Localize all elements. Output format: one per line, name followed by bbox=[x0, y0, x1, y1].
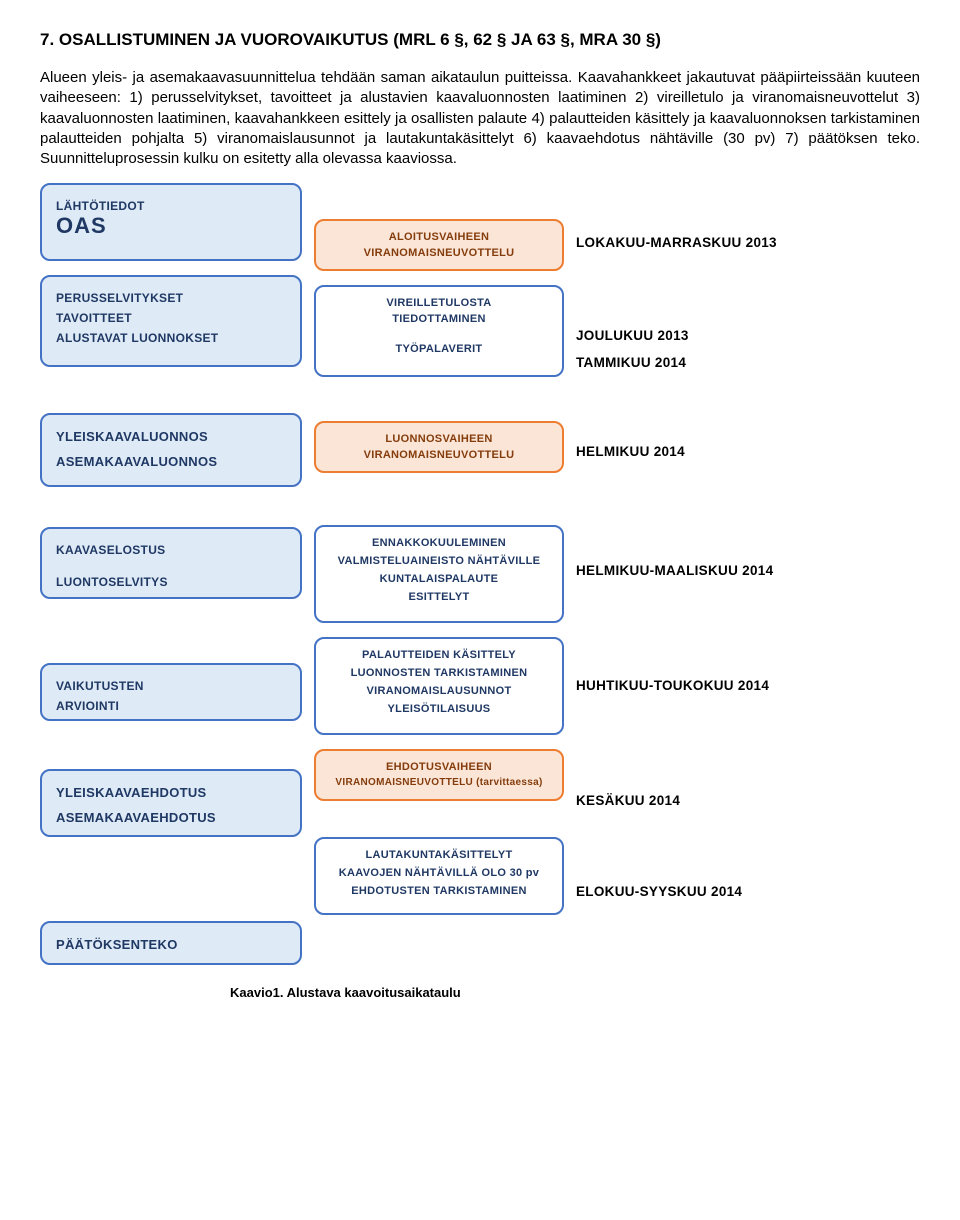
stage-ehdotus: YLEISKAAVAEHDOTUS ASEMAKAAVAEHDOTUS bbox=[40, 769, 302, 837]
line: TIEDOTTAMINEN bbox=[328, 313, 550, 325]
diagram-timeline-column: LOKAKUU-MARRASKUU 2013 JOULUKUU 2013 TAM… bbox=[576, 183, 896, 965]
line: ALUSTAVAT LUONNOKSET bbox=[56, 331, 286, 345]
line: VIRANOMAISNEUVOTTELU (tarvittaessa) bbox=[328, 777, 550, 788]
diagram-middle-column: ALOITUSVAIHEEN VIRANOMAISNEUVOTTELU VIRE… bbox=[314, 183, 564, 965]
oas-big: OAS bbox=[56, 213, 286, 239]
line: KAAVOJEN NÄHTÄVILLÄ OLO 30 pv bbox=[328, 867, 550, 879]
timeline-5: HELMIKUU-MAALISKUU 2014 bbox=[576, 563, 896, 578]
timeline-3: TAMMIKUU 2014 bbox=[576, 355, 896, 370]
stage-vaikutukset: VAIKUTUSTEN ARVIOINTI bbox=[40, 663, 302, 721]
line: VIREILLETULOSTA bbox=[328, 297, 550, 309]
mid-ehdotusvaihe: EHDOTUSVAIHEEN VIRANOMAISNEUVOTTELU (tar… bbox=[314, 749, 564, 801]
timeline-7: KESÄKUU 2014 bbox=[576, 793, 896, 808]
line: LAUTAKUNTAKÄSITTELYT bbox=[328, 849, 550, 861]
line: KAAVASELOSTUS bbox=[56, 543, 286, 557]
stage-luonnos: YLEISKAAVALUONNOS ASEMAKAAVALUONNOS bbox=[40, 413, 302, 487]
stage-perusselvitykset: PERUSSELVITYKSET TAVOITTEET ALUSTAVAT LU… bbox=[40, 275, 302, 367]
timeline-2: JOULUKUU 2013 bbox=[576, 328, 896, 343]
section-heading: 7. OSALLISTUMINEN JA VUOROVAIKUTUS (MRL … bbox=[40, 30, 920, 50]
line: PALAUTTEIDEN KÄSITTELY bbox=[328, 649, 550, 661]
line: ENNAKKOKUULEMINEN bbox=[328, 537, 550, 549]
line: ESITTELYT bbox=[328, 591, 550, 603]
line: ALOITUSVAIHEEN bbox=[328, 231, 550, 243]
mid-lautakunta: LAUTAKUNTAKÄSITTELYT KAAVOJEN NÄHTÄVILLÄ… bbox=[314, 837, 564, 915]
line: YLEISKAAVAEHDOTUS bbox=[56, 785, 286, 800]
stage-oas: LÄHTÖTIEDOT OAS bbox=[40, 183, 302, 261]
timeline-1: LOKAKUU-MARRASKUU 2013 bbox=[576, 235, 896, 250]
mid-ennakko: ENNAKKOKUULEMINEN VALMISTELUAINEISTO NÄH… bbox=[314, 525, 564, 623]
line: ARVIOINTI bbox=[56, 699, 286, 713]
line: KUNTALAISPALAUTE bbox=[328, 573, 550, 585]
line: VIRANOMAISLAUSUNNOT bbox=[328, 685, 550, 697]
line: YLEISKAAVALUONNOS bbox=[56, 429, 286, 444]
line: LUONNOSTEN TARKISTAMINEN bbox=[328, 667, 550, 679]
mid-aloitus: ALOITUSVAIHEEN VIRANOMAISNEUVOTTELU bbox=[314, 219, 564, 271]
stage-paatos: PÄÄTÖKSENTEKO bbox=[40, 921, 302, 965]
line: PERUSSELVITYKSET bbox=[56, 291, 286, 305]
line: LUONTOSELVITYS bbox=[56, 575, 286, 589]
timeline-6: HUHTIKUU-TOUKOKUU 2014 bbox=[576, 678, 896, 693]
timeline-8: ELOKUU-SYYSKUU 2014 bbox=[576, 884, 896, 899]
line: YLEISÖTILAISUUS bbox=[328, 703, 550, 715]
line: TAVOITTEET bbox=[56, 311, 286, 325]
timeline-4: HELMIKUU 2014 bbox=[576, 444, 896, 459]
oas-top: LÄHTÖTIEDOT bbox=[56, 199, 286, 213]
diagram-left-column: LÄHTÖTIEDOT OAS PERUSSELVITYKSET TAVOITT… bbox=[40, 183, 302, 965]
intro-paragraph: Alueen yleis- ja asemakaavasuunnittelua … bbox=[40, 68, 920, 169]
line: EHDOTUSVAIHEEN bbox=[328, 761, 550, 773]
line: VAIKUTUSTEN bbox=[56, 679, 286, 693]
process-diagram: LÄHTÖTIEDOT OAS PERUSSELVITYKSET TAVOITT… bbox=[40, 183, 920, 965]
line: TYÖPALAVERIT bbox=[328, 343, 550, 355]
stage-selostus: KAAVASELOSTUS LUONTOSELVITYS bbox=[40, 527, 302, 599]
line: VIRANOMAISNEUVOTTELU bbox=[328, 449, 550, 461]
mid-luonnosvaihe: LUONNOSVAIHEEN VIRANOMAISNEUVOTTELU bbox=[314, 421, 564, 473]
line: VIRANOMAISNEUVOTTELU bbox=[328, 247, 550, 259]
mid-palautteet: PALAUTTEIDEN KÄSITTELY LUONNOSTEN TARKIS… bbox=[314, 637, 564, 735]
line: ASEMAKAAVAEHDOTUS bbox=[56, 810, 286, 825]
line: LUONNOSVAIHEEN bbox=[328, 433, 550, 445]
line: ASEMAKAAVALUONNOS bbox=[56, 454, 286, 469]
mid-vireilletulo: VIREILLETULOSTA TIEDOTTAMINEN TYÖPALAVER… bbox=[314, 285, 564, 377]
line: VALMISTELUAINEISTO NÄHTÄVILLE bbox=[328, 555, 550, 567]
line: PÄÄTÖKSENTEKO bbox=[56, 937, 286, 952]
diagram-caption: Kaavio1. Alustava kaavoitusaikataulu bbox=[230, 985, 920, 1000]
line: EHDOTUSTEN TARKISTAMINEN bbox=[328, 885, 550, 897]
